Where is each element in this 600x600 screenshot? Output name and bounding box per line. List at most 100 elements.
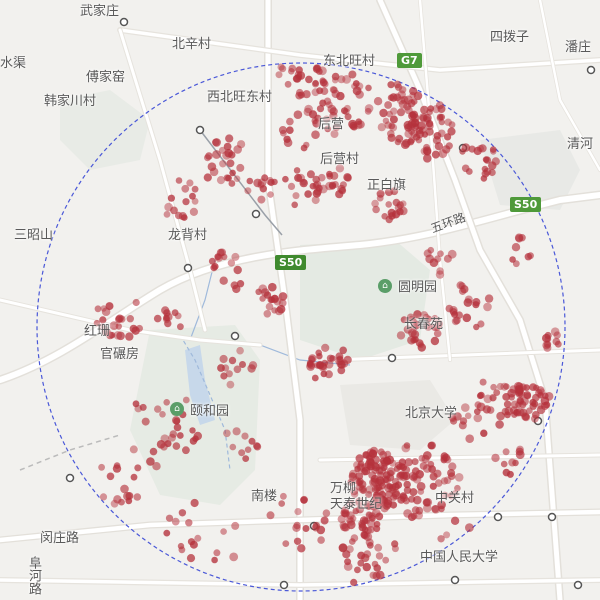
data-point: [233, 265, 242, 275]
data-point: [286, 117, 294, 126]
data-point: [362, 562, 371, 572]
data-point: [403, 120, 413, 130]
data-point: [474, 401, 482, 409]
data-point: [389, 115, 398, 124]
data-point: [399, 86, 407, 94]
data-point: [461, 403, 470, 412]
data-point: [437, 250, 444, 257]
data-point: [297, 544, 306, 553]
data-point: [125, 497, 133, 505]
data-point: [291, 201, 299, 209]
data-point: [386, 483, 394, 490]
data-point: [480, 429, 488, 437]
data-point: [98, 463, 105, 471]
data-point: [447, 472, 456, 481]
data-point: [450, 516, 460, 525]
data-point: [163, 309, 171, 317]
data-point: [237, 140, 246, 149]
data-point: [165, 514, 174, 522]
data-point: [422, 321, 431, 329]
data-point: [189, 437, 198, 445]
data-point: [451, 490, 459, 497]
data-point: [242, 455, 250, 462]
data-point: [292, 74, 301, 83]
park-area: [480, 130, 580, 210]
data-point: [335, 356, 344, 366]
data-point: [177, 542, 185, 550]
data-point: [431, 505, 440, 513]
data-point: [211, 556, 218, 564]
data-point: [342, 75, 351, 84]
data-point: [348, 70, 357, 79]
data-point: [153, 314, 162, 323]
data-point: [483, 302, 492, 312]
data-point: [381, 213, 389, 220]
data-point: [189, 192, 196, 200]
data-point: [518, 234, 526, 242]
place-label: 后营: [318, 117, 345, 132]
data-point: [445, 304, 454, 313]
data-point: [384, 187, 394, 197]
data-point: [387, 208, 396, 217]
data-point: [377, 123, 386, 132]
data-point: [515, 384, 524, 393]
place-label: 四拨子: [490, 30, 530, 45]
data-point: [444, 133, 452, 141]
data-point: [288, 64, 297, 73]
data-point: [464, 412, 472, 420]
data-point: [382, 117, 390, 125]
data-point: [399, 200, 407, 207]
place-label: 三昭山: [14, 228, 54, 243]
data-point: [376, 194, 384, 202]
data-point: [328, 181, 337, 189]
data-point: [397, 108, 405, 117]
data-point: [489, 394, 497, 402]
data-point: [366, 448, 375, 457]
data-point: [357, 559, 365, 567]
data-point: [524, 253, 532, 261]
data-point: [365, 84, 372, 92]
data-point: [461, 143, 471, 152]
place-label: 官碾房: [100, 347, 140, 362]
data-point: [331, 72, 340, 81]
place-label: 傅家窑: [86, 70, 126, 85]
data-point: [500, 460, 508, 468]
data-point: [402, 497, 410, 505]
data-point: [434, 255, 442, 263]
data-point: [384, 121, 392, 129]
data-point: [177, 323, 184, 331]
data-point: [482, 405, 492, 414]
place-label: 天泰世纪: [330, 497, 383, 512]
data-point: [348, 479, 355, 487]
data-point: [239, 361, 246, 368]
data-point: [163, 399, 170, 406]
data-point: [207, 162, 217, 171]
data-point: [445, 142, 453, 150]
place-label: 清河: [567, 137, 594, 152]
data-point: [380, 496, 387, 503]
place-label: 南楼: [251, 489, 278, 504]
data-point: [313, 180, 322, 189]
data-point: [228, 356, 237, 365]
data-point: [354, 465, 361, 473]
data-point: [296, 173, 306, 183]
data-point: [437, 105, 446, 113]
data-point: [326, 170, 333, 178]
place-label: 中关村: [435, 491, 475, 506]
data-point: [182, 446, 190, 455]
data-point: [233, 145, 242, 154]
data-point: [322, 115, 331, 123]
data-point: [355, 454, 364, 463]
data-point: [307, 360, 316, 370]
data-point: [455, 311, 463, 319]
data-point: [472, 301, 480, 309]
data-point: [98, 323, 105, 331]
data-point: [465, 168, 473, 175]
data-point: [440, 477, 449, 485]
data-point: [448, 121, 456, 129]
data-point: [229, 169, 236, 177]
data-point: [403, 442, 411, 449]
data-point: [431, 314, 439, 322]
data-point: [440, 491, 449, 499]
